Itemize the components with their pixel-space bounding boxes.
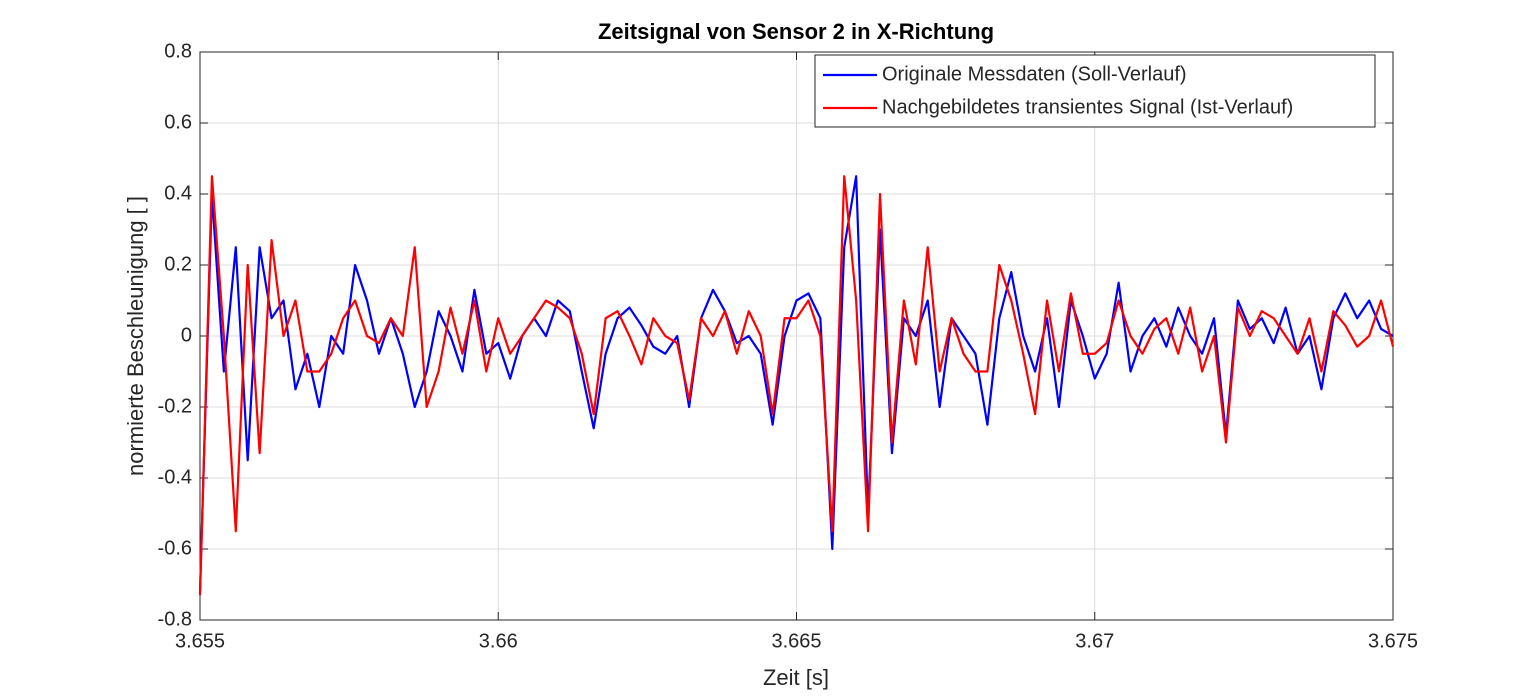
legend-label: Nachgebildetes transientes Signal (Ist-V… — [882, 96, 1293, 118]
y-tick-label: -0.6 — [158, 537, 192, 559]
x-tick-label: 3.665 — [771, 630, 821, 652]
y-tick-label: -0.4 — [158, 466, 192, 488]
series-line — [198, 175, 1395, 596]
y-axis-label: normierte Beschleunigung [ ] — [123, 196, 148, 476]
y-tick-label: 0 — [181, 324, 192, 346]
y-tick-label: 0.4 — [164, 182, 192, 204]
y-tick-label: -0.8 — [158, 608, 192, 630]
y-tick-label: 0.6 — [164, 111, 192, 133]
legend-label: Originale Messdaten (Soll-Verlauf) — [882, 63, 1187, 85]
chart-title: Zeitsignal von Sensor 2 in X-Richtung — [598, 19, 994, 44]
x-axis-label: Zeit [s] — [763, 665, 829, 690]
x-tick-label: 3.675 — [1368, 630, 1418, 652]
legend-box — [814, 54, 1376, 128]
x-tick-label: 3.66 — [479, 630, 518, 652]
series-line — [198, 175, 1394, 592]
x-tick-label: 3.67 — [1075, 630, 1114, 652]
y-tick-label: 0.8 — [164, 40, 192, 62]
x-tick-label: 3.655 — [175, 630, 225, 652]
y-tick-label: 0.2 — [164, 253, 192, 275]
y-tick-label: -0.2 — [158, 395, 192, 417]
